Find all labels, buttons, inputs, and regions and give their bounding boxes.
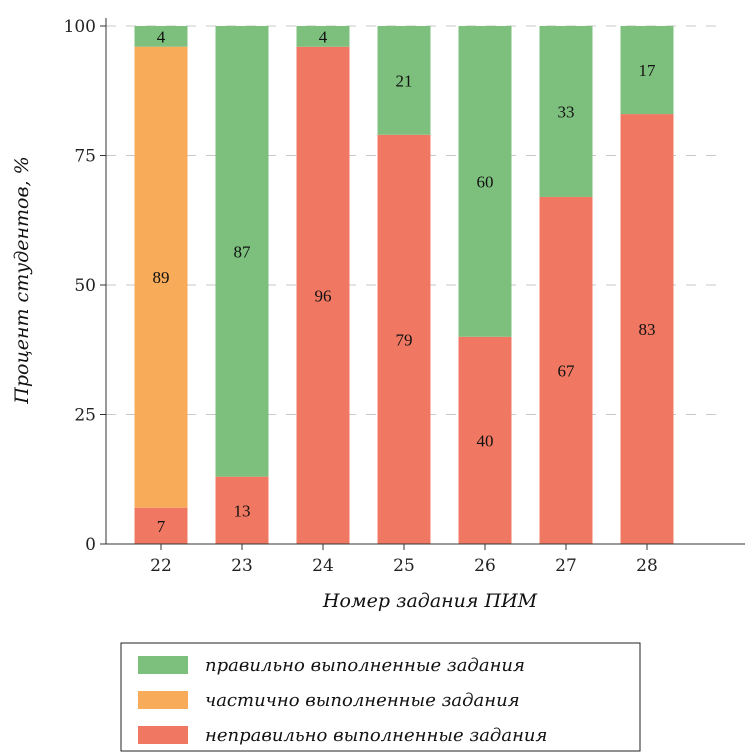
- bar-correct-26: [458, 26, 512, 337]
- x-tick-label: 26: [474, 556, 496, 576]
- data-label-wrong-22: 7: [157, 517, 166, 536]
- bar-wrong-22: [134, 507, 188, 544]
- y-tick-label: 50: [74, 276, 96, 296]
- data-label-correct-25: 21: [396, 71, 413, 90]
- bar-wrong-28: [620, 114, 674, 544]
- y-axis-title: Процент студентов, %: [11, 156, 33, 404]
- bars: [134, 26, 674, 544]
- data-label-correct-22: 4: [157, 27, 166, 46]
- bar-wrong-25: [377, 134, 431, 544]
- bar-correct-28: [620, 26, 674, 115]
- data-label-correct-23: 87: [234, 242, 252, 261]
- data-label-correct-24: 4: [319, 27, 328, 46]
- bar-correct-23: [215, 26, 269, 477]
- data-label-correct-26: 60: [477, 172, 494, 191]
- bar-wrong-27: [539, 196, 593, 544]
- bar-correct-24: [296, 26, 350, 47]
- legend-label-wrong: неправильно выполненные задания: [205, 725, 547, 746]
- bar-wrong-26: [458, 336, 512, 544]
- x-tick-label: 25: [393, 556, 415, 576]
- data-label-correct-27: 33: [558, 102, 575, 121]
- data-labels: 7 89 4 13 87 96 4 79 21 40 60 67 33 83 17: [153, 27, 657, 536]
- data-label-wrong-26: 40: [477, 431, 494, 450]
- data-label-wrong-23: 13: [234, 501, 251, 520]
- x-tick-label: 27: [555, 556, 577, 576]
- y-tick-label: 25: [74, 406, 96, 426]
- axes: 0 25 50 75 100 22 23 24 25 26 27 28: [64, 17, 745, 576]
- data-label-correct-28: 17: [639, 61, 657, 80]
- data-label-partial-22: 89: [153, 268, 170, 287]
- legend-frame: [120, 642, 641, 752]
- bar-correct-27: [539, 26, 593, 197]
- x-tick-label: 22: [150, 556, 172, 576]
- legend-swatch-correct: [138, 656, 188, 674]
- x-tick-label: 24: [312, 556, 334, 576]
- y-tick-label: 100: [64, 17, 96, 37]
- data-label-wrong-27: 67: [558, 361, 576, 380]
- y-tick-label: 75: [74, 147, 96, 167]
- legend: правильно выполненные задания частично вы…: [120, 642, 641, 752]
- bar-correct-22: [134, 26, 188, 47]
- bar-correct-25: [377, 26, 431, 135]
- data-label-wrong-25: 79: [396, 330, 413, 349]
- legend-swatch-partial: [138, 691, 188, 709]
- x-tick-label: 23: [231, 556, 253, 576]
- bar-wrong-23: [215, 476, 269, 544]
- legend-label-partial: частично выполненные задания: [205, 690, 520, 711]
- x-tick-label: 28: [636, 556, 658, 576]
- data-label-wrong-28: 83: [639, 320, 656, 339]
- y-tick-label: 0: [85, 535, 96, 555]
- legend-label-correct: правильно выполненные задания: [205, 655, 525, 676]
- bar-partial-22: [134, 46, 188, 508]
- legend-swatch-wrong: [138, 726, 188, 744]
- x-axis-title: Номер задания ПИМ: [322, 590, 538, 612]
- data-label-wrong-24: 96: [315, 286, 332, 305]
- bar-wrong-24: [296, 46, 350, 544]
